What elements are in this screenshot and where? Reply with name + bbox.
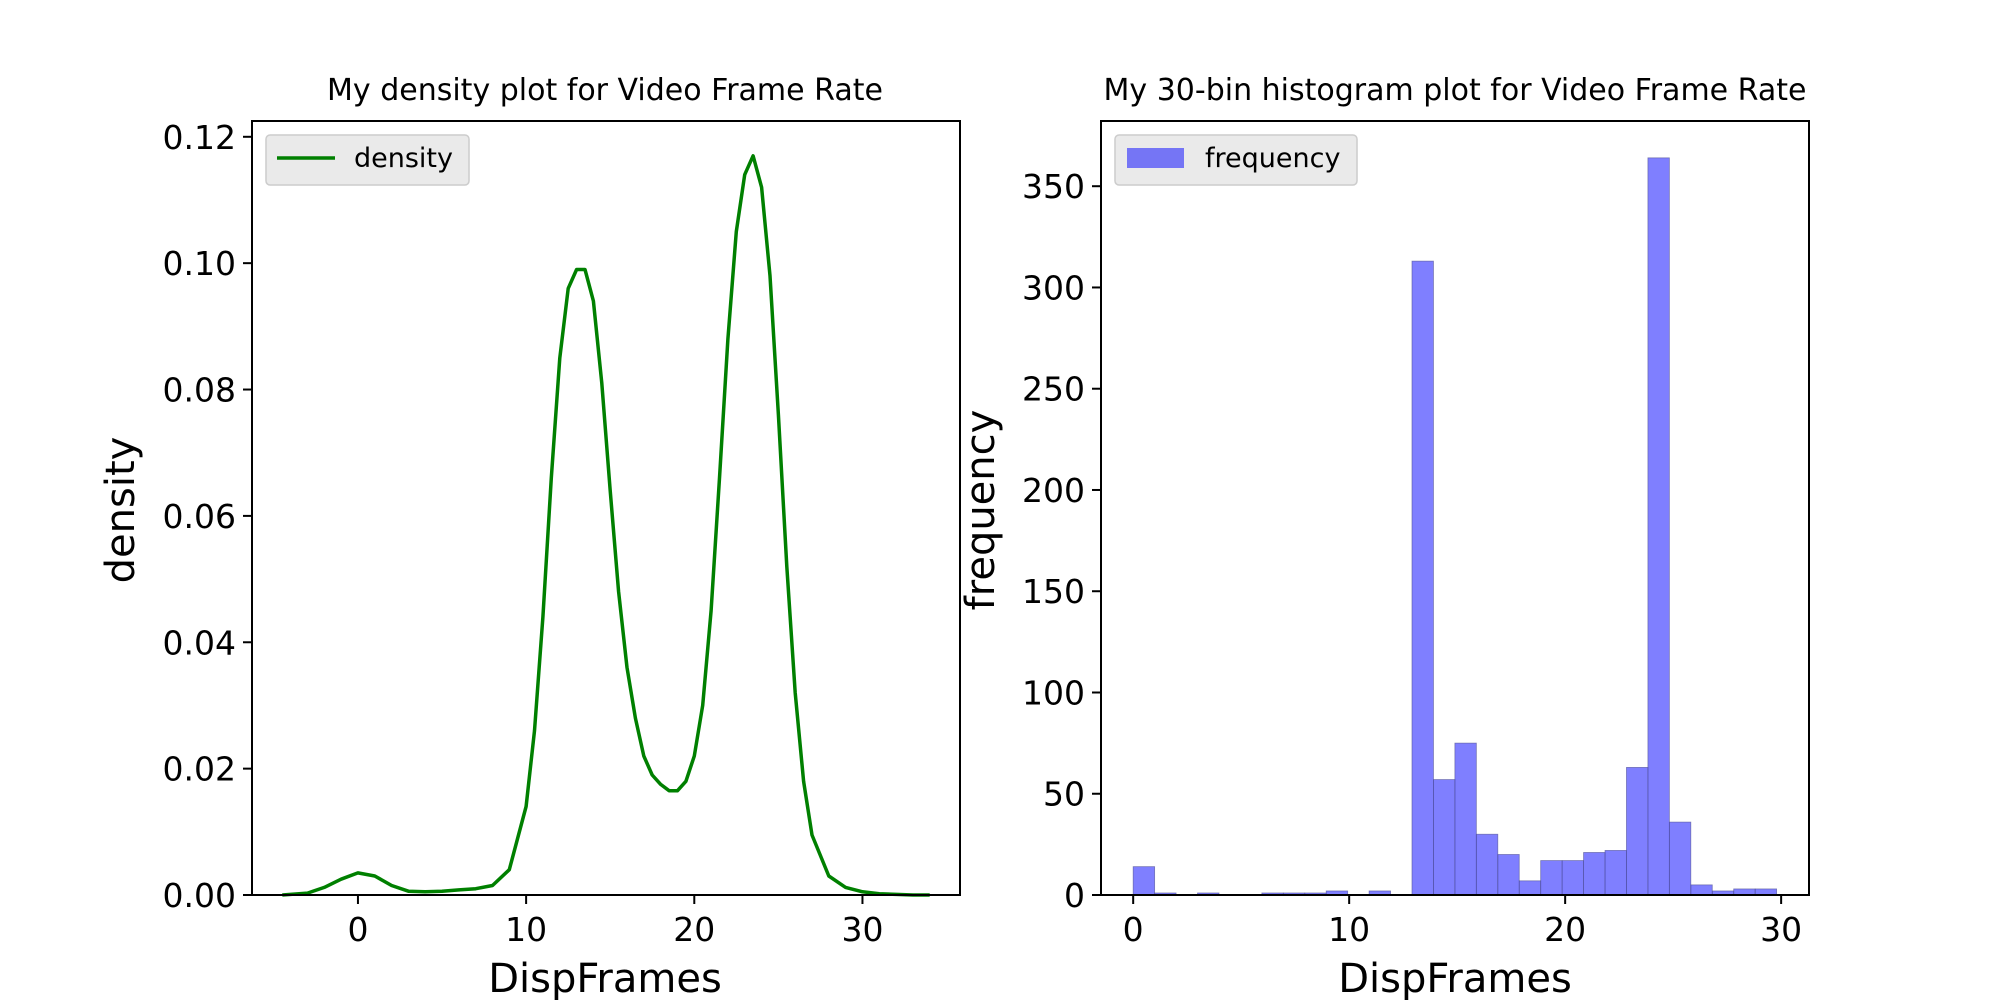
- density-legend-label: density: [354, 143, 453, 174]
- histogram-bar: [1433, 779, 1456, 896]
- density-line: [282, 154, 930, 897]
- histogram-bar: [1647, 157, 1670, 896]
- histogram-bar: [1604, 850, 1627, 896]
- y-tick-label: 0.12: [163, 118, 236, 157]
- density-legend: density: [265, 134, 470, 186]
- y-tick-label: 0.02: [163, 750, 236, 789]
- y-tick-label: 200: [1022, 471, 1085, 510]
- histogram-bar: [1540, 860, 1563, 896]
- x-tick-label: 30: [1760, 910, 1802, 949]
- density-y-ticks: 0.00 0.02 0.04 0.06 0.08 0.10 0.12: [163, 118, 252, 915]
- x-tick-label: 10: [1328, 910, 1370, 949]
- histogram-bar: [1475, 833, 1499, 896]
- histogram-legend: frequency: [1114, 134, 1358, 186]
- x-tick-label: 0: [1123, 910, 1144, 949]
- histogram-bar: [1518, 880, 1542, 896]
- y-tick-label: 0: [1064, 876, 1085, 915]
- density-y-axis-label: density: [98, 437, 144, 584]
- histogram-chart: My 30-bin histogram plot for Video Frame…: [958, 73, 1810, 1000]
- histogram-x-ticks: 0 10 20 30: [1123, 895, 1802, 949]
- histogram-bars: [1132, 157, 1778, 896]
- histogram-legend-label: frequency: [1205, 143, 1340, 174]
- histogram-bar: [1668, 821, 1692, 896]
- histogram-bar: [1411, 260, 1434, 896]
- histogram-y-axis-label: frequency: [958, 410, 1004, 611]
- y-tick-label: 100: [1022, 673, 1085, 712]
- density-x-ticks: 0 10 20 30: [347, 895, 883, 949]
- histogram-bar: [1561, 860, 1584, 896]
- density-chart-title: My density plot for Video Frame Rate: [327, 73, 883, 108]
- y-tick-label: 250: [1022, 370, 1085, 409]
- histogram-bar: [1132, 866, 1156, 896]
- y-tick-label: 300: [1022, 268, 1085, 307]
- y-tick-label: 0.06: [163, 497, 236, 536]
- histogram-bar: [1626, 767, 1649, 896]
- histogram-bar: [1454, 742, 1477, 896]
- y-tick-label: 0.04: [163, 623, 236, 662]
- y-tick-label: 0.00: [163, 876, 236, 915]
- histogram-legend-box: [1114, 134, 1358, 186]
- histogram-x-axis-label: DispFrames: [1338, 956, 1572, 1000]
- histogram-legend-swatch: [1127, 148, 1184, 168]
- density-legend-box: [265, 134, 470, 186]
- y-tick-label: 350: [1022, 167, 1085, 206]
- y-tick-label: 50: [1043, 775, 1085, 814]
- x-tick-label: 20: [673, 910, 715, 949]
- histogram-bar: [1497, 854, 1520, 896]
- y-tick-label: 0.08: [163, 371, 236, 410]
- y-tick-label: 0.10: [163, 244, 236, 283]
- histogram-bar: [1583, 852, 1606, 896]
- x-tick-label: 30: [841, 910, 883, 949]
- histogram-y-ticks: 0 50 100 150 200 250 300 350: [1022, 167, 1101, 915]
- histogram-axes-frame: [1100, 120, 1810, 896]
- histogram-chart-title: My 30-bin histogram plot for Video Frame…: [1104, 73, 1807, 108]
- y-tick-label: 150: [1022, 572, 1085, 611]
- density-x-axis-label: DispFrames: [488, 956, 722, 1000]
- x-tick-label: 20: [1544, 910, 1586, 949]
- density-axes-frame: [251, 120, 961, 896]
- x-tick-label: 0: [347, 910, 368, 949]
- density-chart: My density plot for Video Frame Rate 0.0…: [98, 73, 961, 1000]
- x-tick-label: 10: [505, 910, 547, 949]
- histogram-bar: [1690, 884, 1713, 896]
